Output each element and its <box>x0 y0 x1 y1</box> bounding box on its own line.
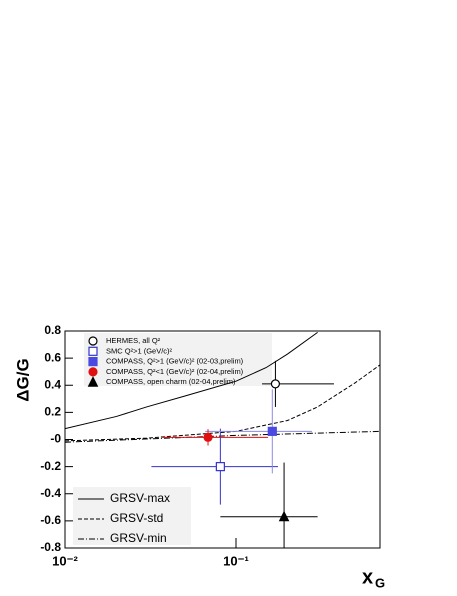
curve <box>65 331 318 430</box>
y-tick-label: -0 <box>50 432 61 446</box>
legend-marker <box>88 336 98 346</box>
curve <box>65 364 380 442</box>
legend-label: GRSV-std <box>110 511 163 525</box>
y-tick-label: -0.6 <box>40 513 61 527</box>
legend-label: GRSV-min <box>110 531 167 545</box>
point <box>278 510 290 522</box>
y-tick-label: 0.8 <box>44 323 61 337</box>
x-tick-label: 10⁻² <box>52 553 78 568</box>
legend-label: SMC Q²>1 (GeV/c)² <box>106 346 173 355</box>
legend-marker <box>88 367 98 377</box>
y-tick-label: -0.8 <box>40 540 61 554</box>
curves <box>65 331 380 548</box>
point <box>203 432 213 442</box>
y-tick-label: -0.4 <box>40 486 61 500</box>
legend-label: COMPASS, Q²<1 (GeV/c)² (02-04,prelim) <box>106 367 244 376</box>
legend-label: COMPASS, Q²>1 (GeV/c)² (02-03,prelim) <box>106 357 244 366</box>
y-tick-label: 0.2 <box>44 405 61 419</box>
x-tick-label: 10⁻¹ <box>223 553 249 568</box>
point <box>215 462 225 472</box>
point <box>270 379 281 389</box>
point <box>267 426 277 436</box>
x-axis-label-sub: G <box>375 575 385 590</box>
y-tick-label: 0.4 <box>44 377 61 391</box>
legend-label: COMPASS, open charm (02-04,prelim) <box>106 377 236 386</box>
legend-marker <box>88 357 98 367</box>
legend-label: GRSV-max <box>110 491 170 505</box>
legend-label: HERMES, all Q² <box>106 336 161 345</box>
y-tick-label: 0.6 <box>44 350 61 364</box>
legend-marker <box>88 346 98 356</box>
x-axis-label: x <box>362 566 373 588</box>
curve <box>65 430 380 443</box>
marker-legend <box>84 333 272 386</box>
y-axis-label: ΔG/G <box>13 358 32 401</box>
curve-legend <box>73 487 191 545</box>
y-tick-label: -0.2 <box>40 459 61 473</box>
legend-marker <box>87 376 99 387</box>
